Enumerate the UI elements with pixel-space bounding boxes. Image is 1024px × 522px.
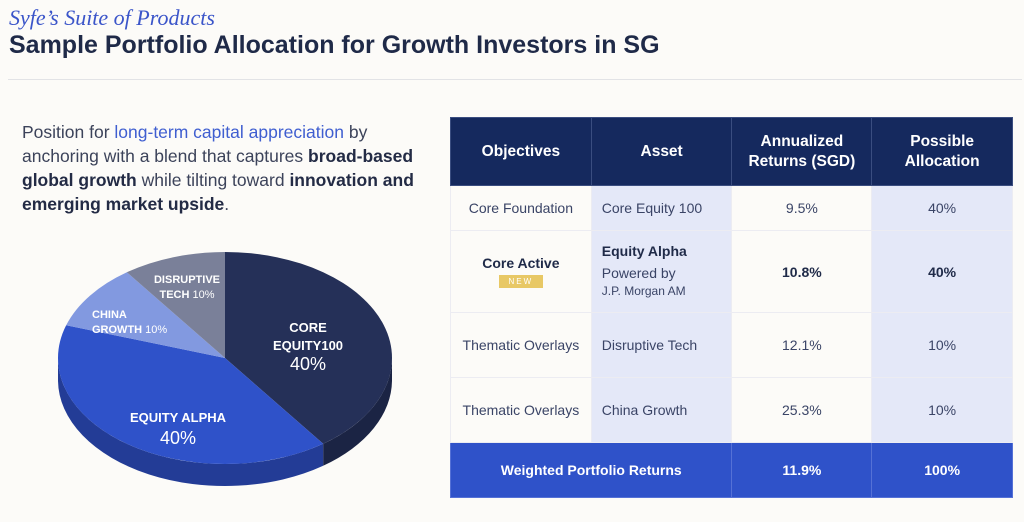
slice-label: EQUITY100 <box>273 338 343 353</box>
intro-bold: broad-based global growth <box>22 146 414 190</box>
header-returns: Annualized Returns (SGD) <box>731 117 873 186</box>
objective-cell: Thematic Overlays <box>450 312 592 378</box>
page-title: Sample Portfolio Allocation for Growth I… <box>9 31 660 59</box>
intro-text: Position for long-term capital appreciat… <box>22 120 442 216</box>
kicker: Syfe’s Suite of Products <box>9 5 215 30</box>
asset-cell: Core Equity 100 <box>590 185 733 231</box>
allocation-table: Objectives Asset Annualized Returns (SGD… <box>449 117 1013 498</box>
table-row: Core Foundation Core Equity 100 9.5% 40% <box>450 185 1013 231</box>
header-objectives: Objectives <box>450 117 592 186</box>
returns-cell: 9.5% <box>731 185 873 231</box>
powered-by: Powered by <box>601 265 676 281</box>
allocation-cell: 10% <box>871 312 1013 378</box>
slice-value: 40% <box>160 428 196 448</box>
footer-allocation: 100% <box>871 442 1013 498</box>
returns-cell: 10.8% <box>731 230 873 313</box>
footer-returns: 11.9% <box>731 442 873 498</box>
asset-cell: Equity Alpha Powered by J.P. Morgan AM <box>590 230 733 313</box>
asset-subtitle: Powered by J.P. Morgan AM <box>602 265 726 300</box>
slice-label: DISRUPTIVE <box>154 274 220 286</box>
pie-side-1 <box>58 358 324 486</box>
objective-cell: Thematic Overlays <box>450 377 592 443</box>
table-row: Thematic Overlays China Growth 25.3% 10% <box>450 377 1013 443</box>
table-row: Core Active NEW Equity Alpha Powered by J.P… <box>450 230 1013 313</box>
intro-part: while tilting toward <box>136 170 290 190</box>
intro-part: Position for <box>22 122 115 142</box>
pie-slice-1 <box>58 325 324 464</box>
intro-highlight: long-term capital appreciation <box>114 122 344 142</box>
objective-cell: Core Active NEW <box>450 230 592 313</box>
asset-cell: Disruptive Tech <box>590 312 733 378</box>
intro-part: . <box>224 194 230 214</box>
returns-cell: 25.3% <box>731 377 873 443</box>
slice-label: EQUITY ALPHA <box>130 410 227 425</box>
pie-side-0 <box>323 358 392 466</box>
manager-name: J.P. Morgan AM <box>601 284 686 298</box>
slice-value: 40% <box>290 354 326 374</box>
returns-cell: 12.1% <box>731 312 873 378</box>
objective-cell: Core Foundation <box>450 185 592 231</box>
asset-name: Equity Alpha <box>601 243 687 259</box>
table-row: Thematic Overlays Disruptive Tech 12.1% … <box>450 312 1013 378</box>
footer-label: Weighted Portfolio Returns <box>449 442 733 498</box>
new-badge: NEW <box>498 275 544 288</box>
slice-label: CORE <box>289 320 327 335</box>
table-footer: Weighted Portfolio Returns 11.9% 100% <box>449 442 1013 498</box>
divider <box>8 79 1022 80</box>
slice-label: TECH 10% <box>159 289 214 301</box>
pie-slice-2 <box>66 272 226 358</box>
objective-label: Core Active <box>482 255 560 271</box>
slice-label: CHINA <box>92 309 127 321</box>
asset-cell: China Growth <box>590 377 733 443</box>
header-asset: Asset <box>590 117 733 186</box>
allocation-cell: 10% <box>871 377 1013 443</box>
intro-bold: innovation and emerging market upside <box>22 170 414 214</box>
table-header: Objectives Asset Annualized Returns (SGD… <box>450 117 1013 186</box>
intro-part: by anchoring with a blend that captures <box>22 122 368 166</box>
pie-slice-0 <box>225 252 392 444</box>
pie-slice-3 <box>126 252 225 358</box>
header-allocation: Possible Allocation <box>871 117 1013 186</box>
allocation-cell: 40% <box>871 230 1013 313</box>
allocation-cell: 40% <box>871 185 1013 231</box>
slice-label: GROWTH 10% <box>92 324 167 336</box>
